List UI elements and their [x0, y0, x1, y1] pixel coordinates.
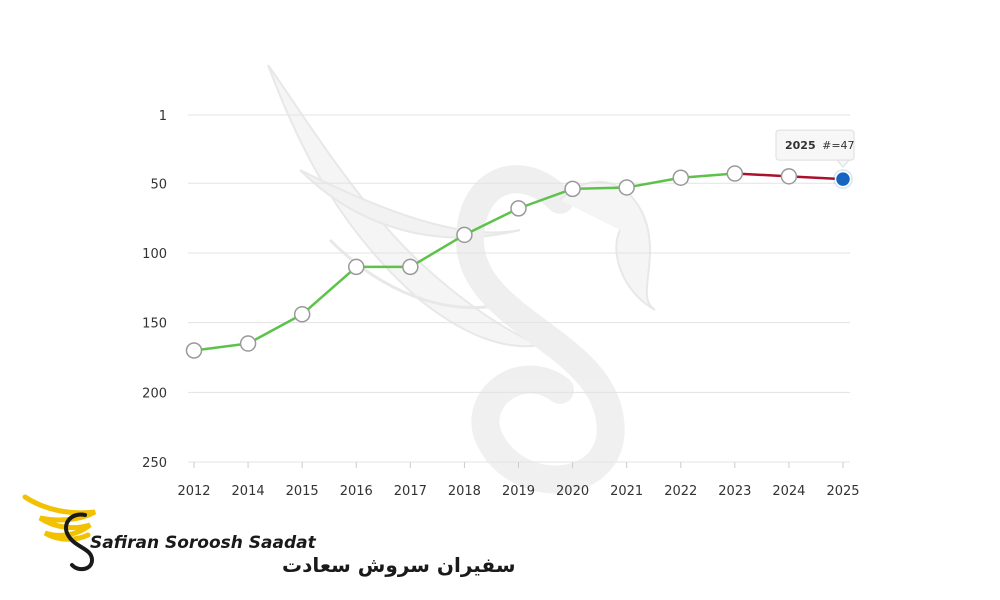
data-point: [564, 180, 581, 198]
data-point: [618, 179, 635, 196]
x-tick-label: 2014: [232, 484, 265, 499]
x-tick-label: 2024: [772, 484, 805, 499]
watermark-logo: [267, 64, 656, 494]
x-tick-label: 2019: [502, 484, 535, 499]
y-tick-label: 50: [150, 177, 167, 192]
x-tick-label: 2023: [718, 484, 751, 499]
data-point: [672, 169, 689, 186]
tooltip-pointer: [835, 159, 851, 168]
x-axis: 2012 2014 2015 2016 2017 2018 2019 2020 2021 2022…: [177, 462, 860, 499]
logo-text-en: Safiran Soroosh Saadat: [90, 533, 317, 553]
logo-swan-icon: [64, 512, 95, 572]
brand-logo: Safiran Soroosh Saadat سفیران سروش سعادت: [22, 494, 516, 577]
data-point-highlight: [834, 170, 852, 188]
data-point: [726, 165, 744, 182]
data-point: [293, 306, 311, 323]
data-point: [348, 258, 365, 276]
data-point: [239, 335, 257, 352]
tooltip-text: 2025 #=47: [785, 139, 855, 152]
y-tick-label: 200: [142, 386, 167, 401]
x-tick-label: 2017: [394, 484, 427, 499]
x-tick-label: 2012: [177, 484, 210, 499]
y-tick-label: 150: [142, 317, 167, 332]
y-tick-label: 1: [159, 109, 167, 124]
series-markers: [185, 165, 853, 359]
x-tick-label: 2016: [340, 484, 373, 499]
data-point: [510, 200, 527, 217]
tooltip-box: [775, 129, 855, 161]
x-tick-label: 2021: [610, 484, 643, 499]
x-tick-label: 2020: [556, 484, 589, 499]
tooltip: 2025 #=47: [775, 129, 855, 168]
x-tick-label: 2022: [664, 484, 697, 499]
data-point: [402, 258, 419, 276]
x-tick-label: 2015: [286, 484, 319, 499]
data-point: [780, 168, 798, 185]
tooltip-value: #=47: [822, 139, 854, 152]
data-point: [185, 342, 203, 359]
y-tick-label: 100: [142, 247, 167, 262]
x-tick-label: 2025: [826, 484, 859, 499]
x-tick-label: 2018: [448, 484, 481, 499]
logo-text-fa: سفیران سروش سعادت: [282, 553, 516, 577]
logo-wing-icon: [22, 494, 97, 542]
tooltip-year: 2025: [785, 139, 816, 152]
data-point: [456, 226, 473, 244]
y-tick-label: 250: [142, 456, 167, 471]
